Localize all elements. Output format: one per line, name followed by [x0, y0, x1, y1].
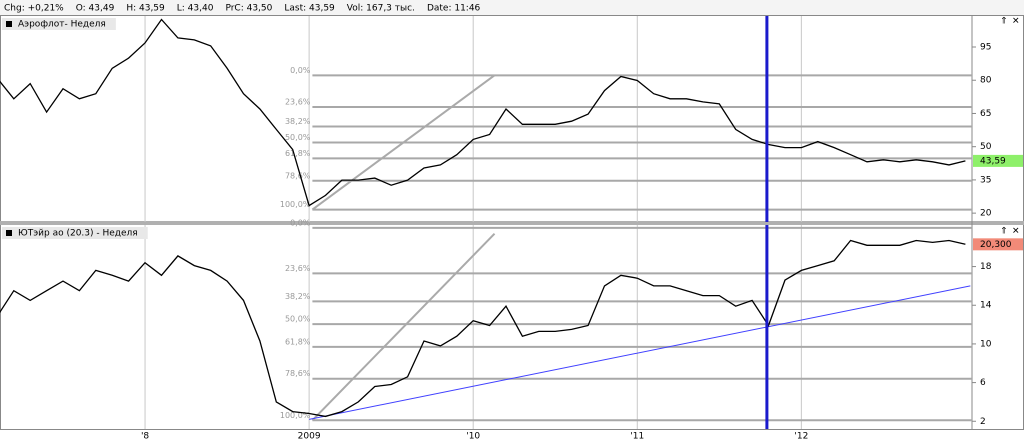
panel-splitter[interactable] — [0, 221, 1024, 225]
trend-line — [309, 285, 971, 420]
x-tick-label: '12 — [794, 432, 808, 442]
fib-label: 0,0% — [290, 218, 311, 227]
x-tick-label: '8 — [141, 432, 149, 442]
y-tick-label: 6 — [980, 378, 986, 388]
fib-label: 38,2% — [285, 292, 311, 301]
last-price-box — [973, 238, 1023, 251]
status-bar — [0, 0, 1024, 15]
legend-title: Аэрофлот- Неделя — [18, 20, 106, 30]
y-tick-label: 95 — [980, 43, 991, 53]
fib-label: 100,0% — [280, 411, 311, 420]
fib-label: 0,0% — [290, 66, 311, 75]
trend-line — [311, 233, 496, 421]
legend-swatch — [6, 21, 12, 27]
panel-frame — [0, 15, 1024, 223]
price-line — [0, 239, 966, 418]
fib-label: 38,2% — [285, 117, 311, 126]
close-icon[interactable]: ✕ — [1012, 17, 1020, 27]
status-item: L: 43,40 — [177, 4, 214, 14]
y-tick-label: 14 — [980, 301, 992, 311]
last-price-box — [973, 154, 1023, 167]
status-item: Last: 43,59 — [284, 4, 335, 14]
y-tick-label: 65 — [980, 109, 991, 119]
y-tick-label: 35 — [980, 175, 991, 185]
legend-title: ЮТэйр ао (20.3) - Неделя — [18, 229, 138, 239]
status-item: Chg: +0,21% — [4, 4, 64, 14]
last-price-label: 20,300 — [980, 240, 1012, 250]
close-icon[interactable]: ✕ — [1012, 227, 1020, 237]
fib-label: 50,0% — [285, 133, 311, 142]
legend-box — [2, 227, 148, 239]
fib-label: 78,6% — [285, 369, 311, 378]
last-price-label: 43,59 — [980, 156, 1006, 166]
x-tick-label: 2009 — [298, 432, 321, 442]
price-line — [0, 18, 966, 207]
fib-label: 61,8% — [285, 337, 311, 346]
fib-label: 50,0% — [285, 315, 311, 324]
x-tick-label: '11 — [630, 432, 644, 442]
expand-icon[interactable]: ⇑ — [1000, 17, 1008, 27]
status-items: Chg: +0,21% O: 43,49 H: 43,59 L: 43,40 PrC: … — [4, 4, 481, 14]
fib-label: 23,6% — [285, 98, 311, 107]
expand-icon[interactable]: ⇑ — [1000, 227, 1008, 237]
panel-frame — [0, 224, 1024, 430]
legend-box — [2, 18, 116, 30]
status-item: Vol: 167,3 тыс. — [347, 4, 415, 14]
fib-label: 78,6% — [285, 171, 311, 180]
x-tick-label: '10 — [466, 432, 480, 442]
fib-label: 23,6% — [285, 264, 311, 273]
y-tick-label: 50 — [980, 142, 992, 152]
status-item: PrC: 43,50 — [225, 4, 272, 14]
y-tick-label: 80 — [980, 76, 992, 86]
y-tick-label: 20 — [980, 209, 992, 219]
legend-swatch — [6, 230, 12, 236]
y-tick-label: 10 — [980, 339, 992, 349]
status-item: H: 43,59 — [126, 4, 165, 14]
fib-label: 100,0% — [280, 200, 311, 209]
fib-label: 61,8% — [285, 149, 311, 158]
status-item: Date: 11:46 — [427, 4, 481, 14]
trend-line — [311, 74, 496, 211]
status-item: O: 43,49 — [76, 4, 115, 14]
y-tick-label: 18 — [980, 262, 992, 272]
y-tick-label: 2 — [980, 417, 986, 427]
